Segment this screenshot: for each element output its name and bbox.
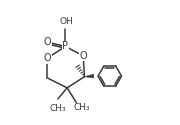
Polygon shape bbox=[84, 74, 94, 78]
Text: OH: OH bbox=[60, 17, 73, 26]
Text: P: P bbox=[62, 41, 68, 51]
Text: CH₃: CH₃ bbox=[50, 104, 66, 113]
Text: O: O bbox=[44, 37, 51, 47]
Text: O: O bbox=[79, 51, 87, 61]
Text: O: O bbox=[44, 53, 51, 63]
Text: CH₃: CH₃ bbox=[73, 103, 90, 112]
